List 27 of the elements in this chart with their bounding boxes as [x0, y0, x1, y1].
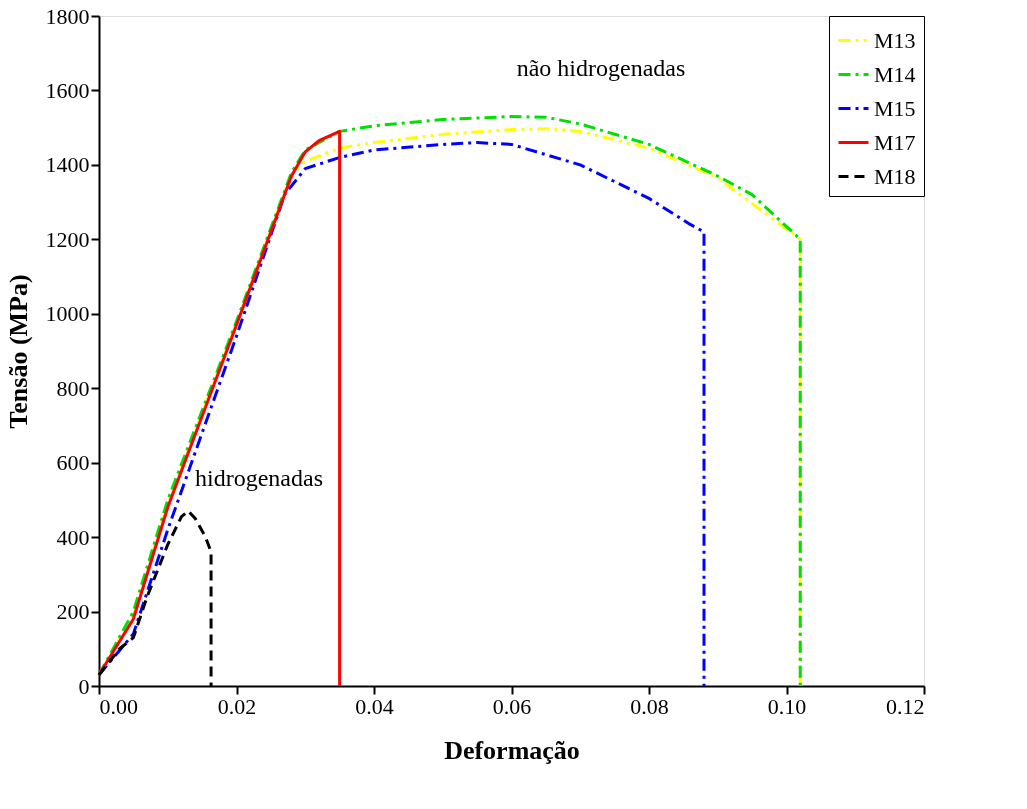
annotation: hidrogenadas	[195, 465, 323, 491]
y-tick-label: 1400	[45, 152, 90, 178]
x-tick-label: 0.06	[492, 693, 532, 719]
y-tick-label: 1000	[45, 301, 90, 327]
y-tick-label: 200	[56, 599, 90, 625]
x-axis-title: Deformação	[444, 735, 580, 765]
x-tick-label: 0.02	[217, 693, 257, 719]
y-tick-label: 1600	[45, 77, 90, 103]
annotation: não hidrogenadas	[516, 55, 686, 81]
legend-label: M18	[874, 163, 916, 189]
x-tick-label: 0.08	[630, 693, 669, 719]
x-tick-label: 0.00	[99, 693, 138, 719]
legend-label: M15	[874, 95, 916, 121]
legend-label: M14	[874, 61, 916, 87]
y-tick-label: 600	[56, 450, 90, 476]
x-tick-label: 0.10	[767, 693, 807, 719]
x-tick-label: 0.04	[355, 693, 394, 719]
y-tick-label: 1800	[45, 3, 90, 29]
y-axis-title: Tensão (MPa)	[3, 274, 33, 429]
line-series	[97, 129, 342, 688]
y-tick-label: 800	[56, 375, 90, 401]
y-tick-label: 1200	[45, 226, 90, 252]
legend-label: M13	[874, 27, 916, 53]
y-tick-label: 400	[56, 524, 90, 550]
x-tick-label: 0.12	[886, 693, 925, 719]
y-tick-label: 0	[78, 673, 90, 699]
legend-label: M17	[874, 129, 916, 155]
